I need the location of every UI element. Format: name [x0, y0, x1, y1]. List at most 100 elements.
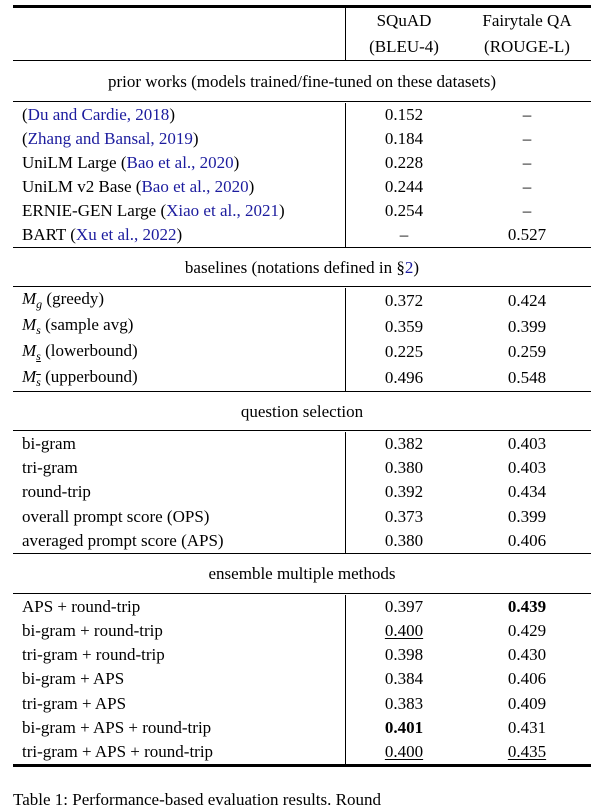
- text-span: ): [176, 225, 183, 244]
- text-span: 0.409: [507, 693, 547, 713]
- text-span: 0.184: [384, 129, 424, 148]
- value-cell-fairytale: 0.406: [463, 531, 591, 551]
- value-cell-fairytale: 0.434: [463, 482, 591, 502]
- value-cell-squad: 0.184: [345, 129, 463, 149]
- text-span: 0.380: [384, 458, 424, 478]
- text-span: 0.398: [384, 645, 424, 665]
- text-span: ): [192, 129, 199, 148]
- value-cell-squad: 0.400: [345, 742, 463, 762]
- table-row: overall prompt score (OPS) 0.373 0.399: [13, 507, 591, 527]
- value-cell-squad: 0.254: [345, 201, 463, 221]
- bottom-rule: [13, 764, 591, 767]
- text-span: 0.152: [384, 105, 424, 124]
- col-header-squad: SQuAD: [376, 11, 432, 30]
- rule: [13, 60, 591, 62]
- rule: [13, 593, 591, 595]
- text-span: bi-gram: [22, 434, 76, 454]
- value-cell-squad: 0.397: [345, 597, 463, 617]
- value-cell-fairytale: 0.527: [463, 225, 591, 245]
- row-label: Ms (upperbound): [13, 367, 345, 390]
- table-row: UniLM Large (Bao et al., 2020) 0.228 –: [13, 153, 591, 173]
- text-span: 0.397: [384, 597, 424, 617]
- text-span: g: [36, 297, 43, 312]
- text-span: –: [522, 153, 532, 172]
- citation-link[interactable]: Du and Cardie, 2018: [27, 105, 170, 124]
- table-row: Ms (sample avg) 0.359 0.399: [13, 315, 591, 338]
- table-row: tri-gram 0.380 0.403: [13, 458, 591, 478]
- row-label: (Zhang and Bansal, 2019): [13, 129, 345, 149]
- value-cell-fairytale: –: [463, 129, 591, 149]
- text-span: ): [278, 201, 285, 220]
- citation-link[interactable]: Zhang and Bansal, 2019: [27, 129, 193, 148]
- table-row: UniLM v2 Base (Bao et al., 2020) 0.244 –: [13, 177, 591, 197]
- row-label: tri-gram + APS + round-trip: [13, 742, 345, 762]
- text-span: 0.435: [507, 741, 547, 761]
- value-cell-fairytale: 0.399: [463, 317, 591, 337]
- row-label: BART (Xu et al., 2022): [13, 225, 345, 245]
- value-cell-squad: 0.372: [345, 291, 463, 311]
- text-span: 0.439: [507, 597, 547, 617]
- text-span: tri-gram: [22, 458, 78, 478]
- text-span: 0.372: [384, 290, 424, 310]
- row-label: UniLM Large (Bao et al., 2020): [13, 153, 345, 173]
- row-label: bi-gram + round-trip: [13, 621, 345, 641]
- text-span: 0.434: [507, 482, 547, 502]
- value-cell-squad: 0.382: [345, 434, 463, 454]
- text-span: averaged prompt score (APS): [22, 530, 224, 550]
- table-row: averaged prompt score (APS) 0.380 0.406: [13, 531, 591, 551]
- citation-link[interactable]: Bao et al., 2020: [126, 153, 234, 172]
- table-row: bi-gram 0.382 0.403: [13, 434, 591, 454]
- value-cell-squad: 0.373: [345, 507, 463, 527]
- top-rule: [13, 5, 591, 8]
- rule: [13, 286, 591, 288]
- value-cell-squad: 0.400: [345, 621, 463, 641]
- value-cell-fairytale: 0.439: [463, 597, 591, 617]
- text-span: ): [248, 177, 255, 196]
- text-span: 0.380: [384, 530, 424, 550]
- value-cell-squad: 0.401: [345, 718, 463, 738]
- row-label: APS + round-trip: [13, 597, 345, 617]
- text-span: UniLM v2 Base (: [22, 177, 142, 196]
- table-row: Ms (lowerbound) 0.225 0.259: [13, 341, 591, 364]
- citation-link[interactable]: Xu et al., 2022: [75, 225, 177, 244]
- text-span: 0.429: [507, 621, 547, 641]
- text-span: 0.225: [384, 342, 424, 362]
- table-row: round-trip 0.392 0.434: [13, 482, 591, 502]
- text-span: 0.527: [507, 225, 547, 244]
- text-span: 0.431: [507, 717, 547, 737]
- text-span: 0.399: [507, 316, 547, 336]
- column-divider-line: [345, 288, 347, 391]
- citation-link[interactable]: Bao et al., 2020: [141, 177, 249, 196]
- section-header-question-selection: question selection: [13, 393, 591, 430]
- value-cell-fairytale: –: [463, 105, 591, 125]
- value-cell-squad: 0.383: [345, 694, 463, 714]
- value-cell-fairytale: 0.548: [463, 368, 591, 388]
- text-span: 0.254: [384, 201, 424, 220]
- value-cell-fairytale: 0.424: [463, 291, 591, 311]
- row-label: tri-gram: [13, 458, 345, 478]
- text-span: (sample avg): [40, 315, 134, 335]
- row-label: Ms (sample avg): [13, 315, 345, 338]
- text-span: 0.384: [384, 669, 424, 689]
- table-row: APS + round-trip 0.397 0.439: [13, 597, 591, 617]
- text-span: (: [22, 129, 28, 148]
- column-header-block: SQuAD Fairytale QA (BLEU-4) (ROUGE-L): [13, 8, 591, 60]
- table-row: Mg (greedy) 0.372 0.424: [13, 289, 591, 312]
- text-span: 0.401: [384, 717, 424, 737]
- value-cell-fairytale: 0.409: [463, 694, 591, 714]
- rule: [13, 101, 591, 103]
- table-row: tri-gram + APS 0.383 0.409: [13, 694, 591, 714]
- text-span: M: [22, 315, 37, 335]
- text-span: ): [233, 153, 240, 172]
- row-label: (Du and Cardie, 2018): [13, 105, 345, 125]
- table-row: bi-gram + APS 0.384 0.406: [13, 669, 591, 689]
- row-label: round-trip: [13, 482, 345, 502]
- row-label: bi-gram + APS + round-trip: [13, 718, 345, 738]
- value-cell-squad: 0.380: [345, 458, 463, 478]
- text-span: –: [522, 177, 532, 196]
- text-span: 0.406: [507, 530, 547, 550]
- text-span: baselines (notations defined in §: [184, 257, 405, 277]
- citation-link[interactable]: 2: [404, 257, 414, 277]
- text-span: –: [399, 225, 409, 244]
- citation-link[interactable]: Xiao et al., 2021: [166, 201, 279, 220]
